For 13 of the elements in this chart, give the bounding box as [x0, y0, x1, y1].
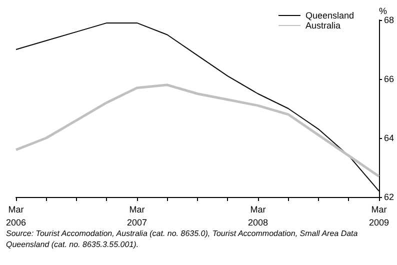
y-tick-label: 68 — [384, 15, 394, 25]
y-axis-title: % — [378, 6, 388, 16]
x-tick-label: Mar 2008 — [248, 204, 268, 228]
y-tick-label: 62 — [384, 192, 394, 202]
x-tick-label: Mar 2009 — [368, 204, 390, 228]
y-tick-label: 66 — [384, 74, 394, 84]
y-tick-label: 64 — [384, 133, 394, 143]
x-tick-label: Mar 2006 — [6, 204, 26, 228]
legend-label: Queensland — [305, 10, 354, 20]
legend-label: Australia — [305, 20, 340, 30]
source-note: Source: Tourist Accomodation, Australia (cat. no. 8635.0), Tourist Accommodation, Small Area Data Queensland (cat. no. 8635.3.55.001). — [6, 229, 360, 249]
x-tick-label: Mar 2007 — [126, 204, 148, 228]
line-series — [14, 84, 380, 178]
